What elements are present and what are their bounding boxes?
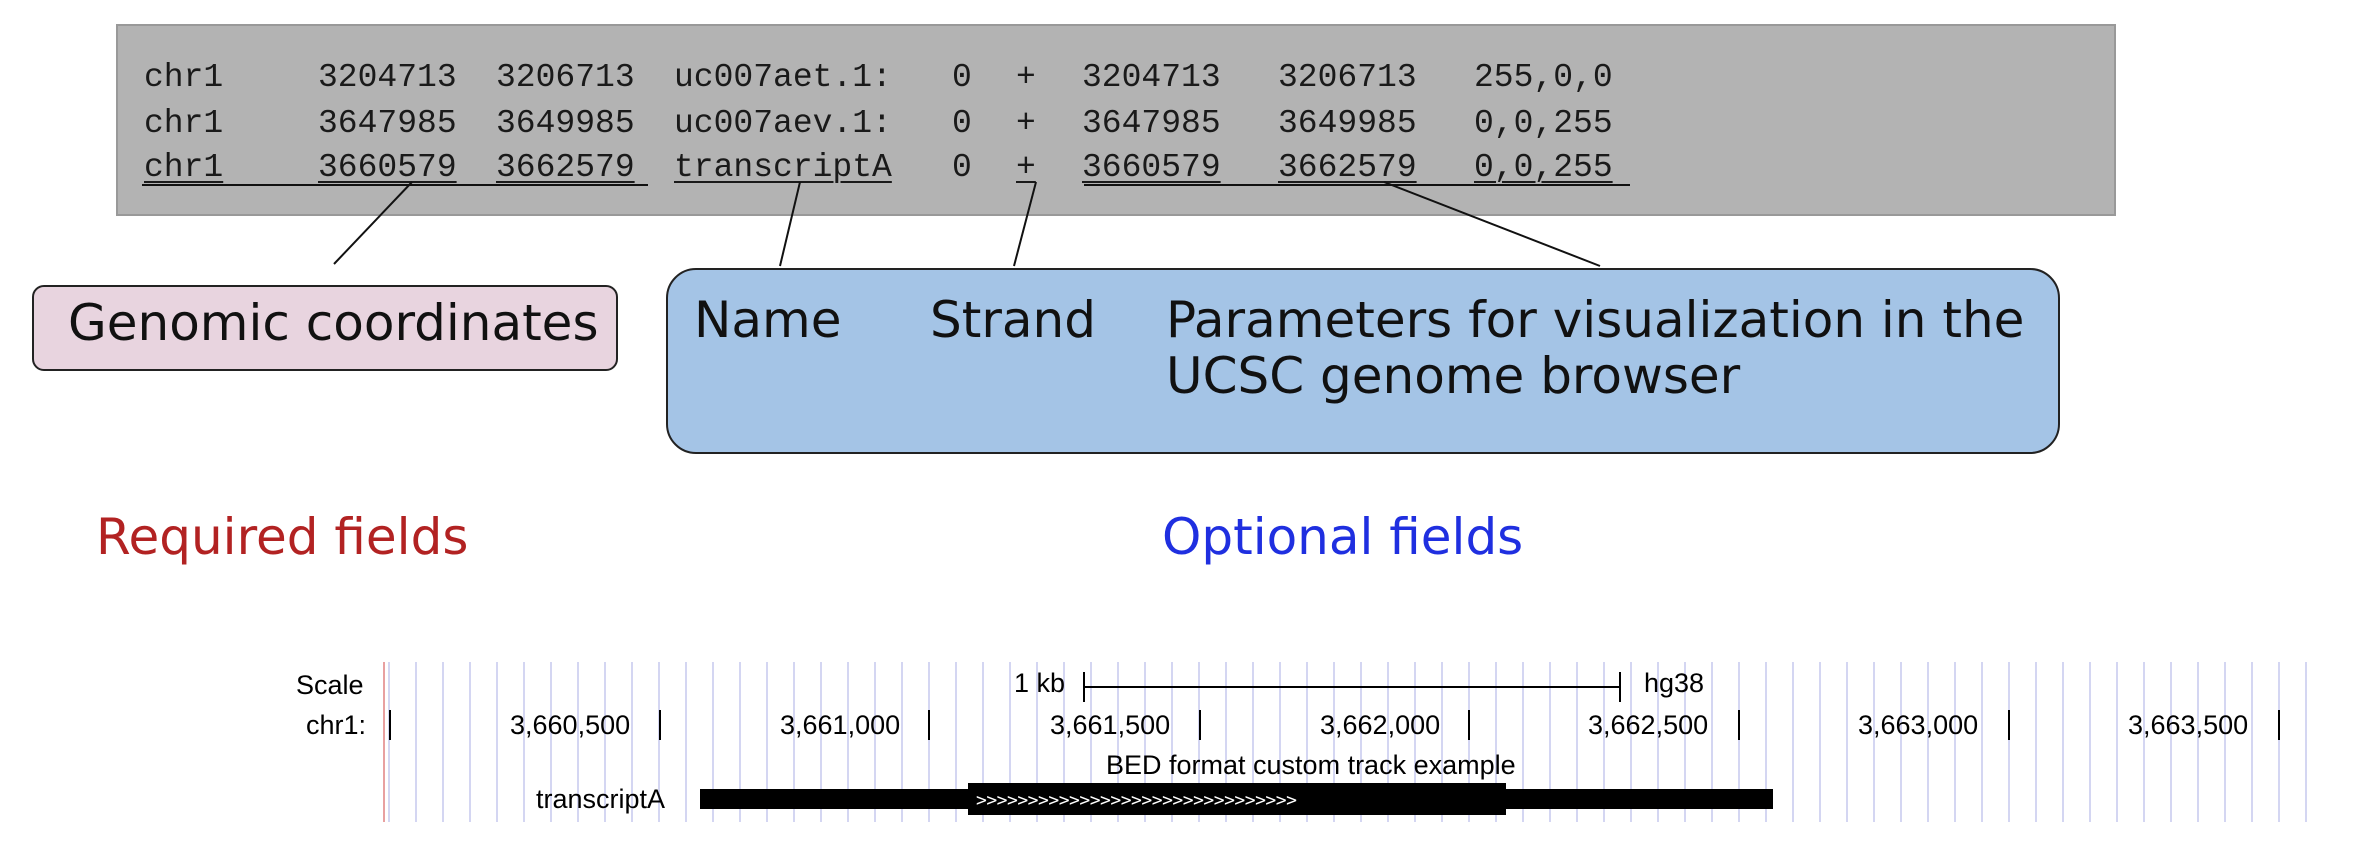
ucsc-track-graphics (383, 662, 2307, 822)
bed-thick-start: 3647985 (1082, 105, 1221, 142)
bed-start: 3647985 (318, 105, 457, 142)
bed-chrom: chr1 (144, 149, 224, 186)
feature-thick-block (968, 783, 1506, 815)
bed-strand: + (1016, 149, 1036, 186)
bed-start: 3204713 (318, 59, 457, 96)
bed-thick-end: 3649985 (1278, 105, 1417, 142)
bed-end: 3649985 (496, 105, 635, 142)
feature-name-label: transcriptA (536, 784, 666, 814)
genomic-coordinates-callout: Genomic coordinates (32, 285, 618, 371)
bed-score: 0 (952, 59, 972, 96)
bed-chrom: chr1 (144, 59, 224, 96)
ucsc-browser-track: Scale chr1: 1 kb hg38 3,660,500 3,661,00… (0, 640, 2372, 862)
optional-fields-label: Optional fields (1162, 508, 1524, 566)
bed-row-3: chr1 3660579 3662579 transcriptA 0 + 366… (144, 146, 1613, 190)
params-label-line1: Parameters for visualization in the (1166, 291, 2025, 349)
position-label: 3,662,000 (1320, 710, 1441, 740)
chrom-label: chr1: (306, 710, 367, 740)
bed-name: uc007aet.1: (674, 59, 892, 96)
scale-label: Scale (296, 670, 364, 700)
optional-fields-callout: Name Strand Parameters for visualization… (666, 268, 2060, 454)
connector-strand (1013, 181, 1037, 267)
genomic-coordinates-label: Genomic coordinates (68, 294, 599, 352)
connector-genomic (333, 181, 413, 265)
bed-row-2: chr1 3647985 3649985 uc007aev.1: 0 + 364… (144, 102, 1613, 146)
bed-score: 0 (952, 149, 972, 186)
bed-row-1: chr1 3204713 3206713 uc007aet.1: 0 + 320… (144, 56, 1613, 100)
connector-name (779, 181, 801, 267)
position-label: 3,661,500 (1050, 710, 1171, 740)
bed-thick-start: 3204713 (1082, 59, 1221, 96)
bed-strand: + (1016, 105, 1036, 142)
bed-strand: + (1016, 59, 1036, 96)
position-label: 3,661,000 (780, 710, 901, 740)
bed-end: 3206713 (496, 59, 635, 96)
bed-thick-end: 3662579 (1278, 149, 1417, 186)
strand-label: Strand (930, 291, 1096, 349)
params-label-line2: UCSC genome browser (1166, 347, 1741, 405)
connector-params (1383, 181, 1601, 267)
bed-chrom: chr1 (144, 105, 224, 142)
bed-start: 3660579 (318, 149, 457, 186)
strand-direction-glyphs: >>>>>>>>>>>>>>>>>>>>>>>>>>>>>>> (976, 790, 1297, 811)
position-label: 3,663,500 (2128, 710, 2249, 740)
position-ticks (389, 710, 2280, 740)
position-label: 3,660,500 (510, 710, 631, 740)
bed-item-rgb: 0,0,255 (1474, 149, 1613, 186)
position-label: 3,663,000 (1858, 710, 1979, 740)
bed-item-rgb: 0,0,255 (1474, 105, 1613, 142)
position-label: 3,662,500 (1588, 710, 1709, 740)
bed-score: 0 (952, 105, 972, 142)
bed-thick-end: 3206713 (1278, 59, 1417, 96)
bed-name: transcriptA (674, 149, 892, 186)
required-fields-label: Required fields (96, 508, 469, 566)
bed-item-rgb: 255,0,0 (1474, 59, 1613, 96)
bed-name: uc007aev.1: (674, 105, 892, 142)
name-label: Name (694, 291, 842, 349)
scale-bar-label: 1 kb (1014, 668, 1066, 698)
assembly-label: hg38 (1644, 668, 1705, 698)
bed-end: 3662579 (496, 149, 635, 186)
bed-thick-start: 3660579 (1082, 149, 1221, 186)
track-title: BED format custom track example (1106, 750, 1516, 780)
